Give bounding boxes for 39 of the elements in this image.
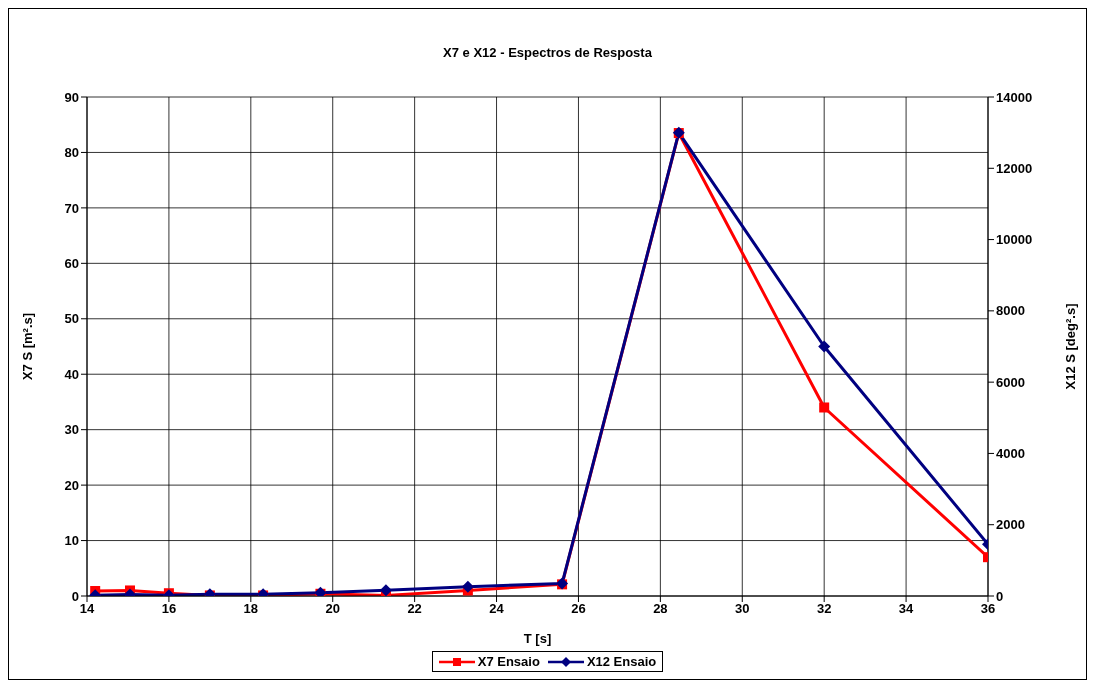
- x-tick-label: 34: [898, 601, 915, 617]
- y2-axis-title: X12 S [deg².s]: [1062, 303, 1078, 390]
- y-tick-label: 40: [64, 366, 79, 382]
- y2-tick-label: 0: [996, 588, 1004, 604]
- y2-tick-label: 2000: [996, 517, 1025, 533]
- y-tick-label: 80: [64, 145, 79, 161]
- point: [818, 340, 831, 353]
- point: [461, 580, 474, 593]
- y-axis-title: X7 S [m².s]: [19, 312, 35, 381]
- y2-tick-label: 8000: [996, 303, 1025, 319]
- y-tick-label: 50: [64, 311, 79, 327]
- y-tick-label: 30: [64, 422, 79, 438]
- y2-tick-label: 12000: [996, 160, 1033, 176]
- x-tick-label: 18: [243, 601, 259, 617]
- x-tick-label: 14: [79, 601, 95, 617]
- y-tick-label: 10: [64, 533, 79, 549]
- y-tick-label: 0: [71, 588, 79, 604]
- y2-tick-label: 10000: [996, 232, 1033, 248]
- x-tick-label: 22: [407, 601, 422, 617]
- x-tick-label: 36: [980, 601, 996, 617]
- y2-tick-label: 4000: [996, 446, 1025, 462]
- x-tick-label: 16: [161, 601, 177, 617]
- y-tick-label: 20: [64, 477, 79, 493]
- x-tick-label: 24: [489, 601, 505, 617]
- chart-title: X7 e X12 - Espectros de Resposta: [442, 45, 653, 60]
- x-tick-label: 30: [735, 601, 750, 617]
- y-tick-label: 90: [64, 89, 79, 105]
- y2-tick-label: 6000: [996, 374, 1025, 390]
- x-axis-title: T [s]: [523, 631, 552, 646]
- legend-label: X7 Ensaio: [477, 654, 540, 669]
- x-tick-label: 32: [816, 601, 832, 617]
- y-tick-label: 70: [64, 200, 79, 216]
- x-tick-label: 20: [325, 601, 340, 617]
- x-tick-label: 28: [653, 601, 668, 617]
- y2-tick-label: 14000: [996, 89, 1033, 105]
- y-tick-label: 60: [64, 255, 79, 271]
- legend-label: X12 Ensaio: [586, 654, 657, 669]
- x-tick-label: 26: [571, 601, 586, 617]
- point: [819, 402, 830, 413]
